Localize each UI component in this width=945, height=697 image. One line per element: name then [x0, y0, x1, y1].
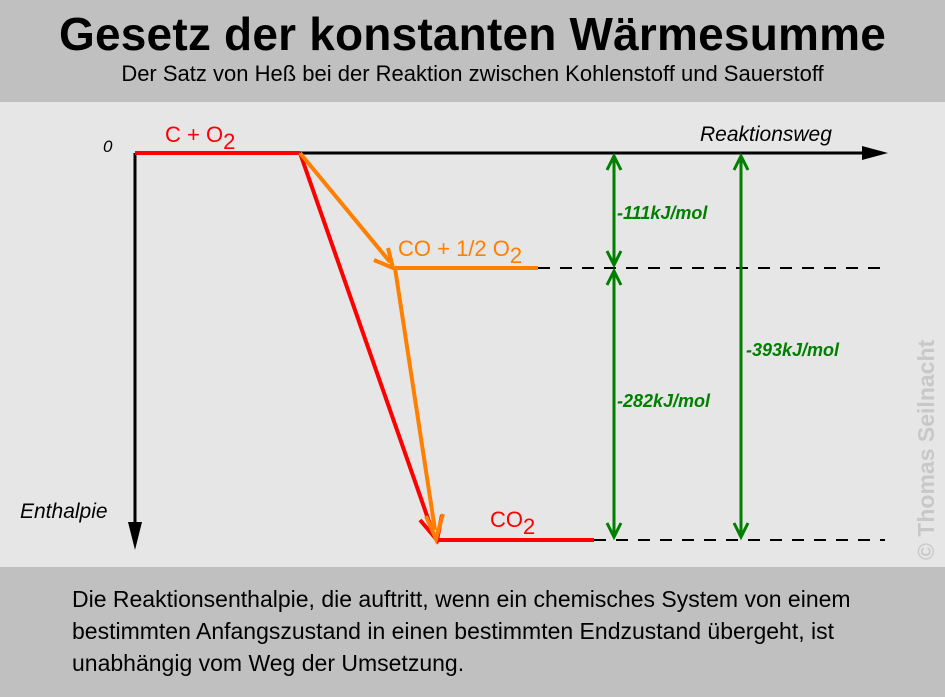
- delta-arrows: [605, 152, 750, 541]
- zero-label: 0: [103, 137, 113, 156]
- intermediate-level-label: CO + 1/2 O2: [398, 236, 522, 268]
- y-axis-label: Enthalpie: [20, 500, 108, 523]
- step2-path-arrow: [393, 267, 437, 531]
- header: Gesetz der konstanten Wärmesumme Der Sat…: [0, 0, 945, 100]
- step2-delta-arrowhead-top: [605, 267, 623, 286]
- diagram-panel: [0, 102, 945, 567]
- copyright-watermark: © Thomas Seilnacht: [913, 339, 939, 560]
- y-axis-arrowhead: [128, 522, 142, 550]
- total-delta-arrowhead-bottom: [732, 522, 750, 541]
- x-axis-label: Reaktionsweg: [700, 123, 832, 146]
- direct-path-arrow: [298, 152, 434, 531]
- step1-delta-label: -111kJ/mol: [617, 203, 708, 223]
- step1-delta-arrowhead-top: [605, 152, 623, 171]
- step1-path-arrowhead: [373, 247, 396, 272]
- end-level-label: CO2: [490, 507, 535, 539]
- x-axis-arrowhead: [862, 146, 888, 160]
- footer: Die Reaktionsenthalpie, die auftritt, we…: [0, 567, 945, 697]
- page-title: Gesetz der konstanten Wärmesumme: [59, 8, 886, 60]
- step2-delta-label: -282kJ/mol: [617, 391, 711, 411]
- step1-path-arrow: [298, 151, 392, 264]
- total-delta-label: -393kJ/mol: [746, 340, 840, 360]
- step2-delta-arrowhead-bottom: [605, 522, 623, 541]
- footer-text: Die Reaktionsenthalpie, die auftritt, we…: [72, 586, 851, 676]
- total-delta-arrowhead-top: [732, 152, 750, 171]
- page-subtitle: Der Satz von Heß bei der Reaktion zwisch…: [121, 61, 824, 86]
- step2-path-arrowhead: [424, 513, 445, 545]
- step1-delta-arrowhead-bottom: [605, 250, 623, 269]
- start-level-label: C + O2: [165, 122, 235, 154]
